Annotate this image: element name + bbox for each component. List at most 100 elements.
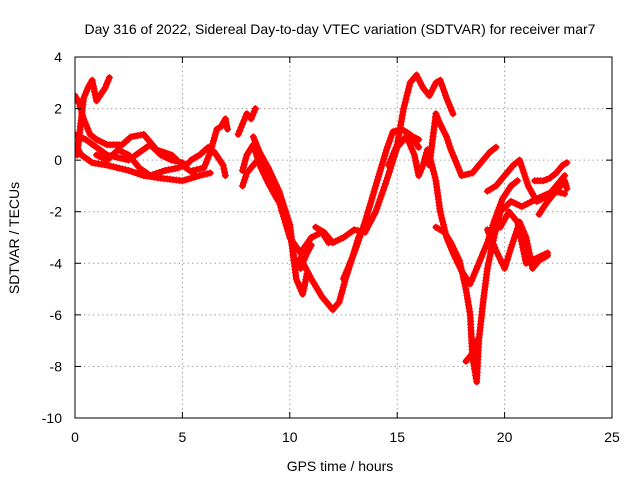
data-point-marker	[122, 166, 130, 174]
data-point-marker	[234, 130, 242, 138]
data-point-marker	[485, 229, 493, 237]
data-point-marker	[383, 177, 390, 185]
data-point-marker	[278, 206, 286, 214]
data-point-marker	[402, 95, 410, 103]
data-point-marker	[196, 165, 204, 173]
series-arc-25	[535, 177, 571, 218]
data-point-marker	[303, 266, 311, 274]
data-point-marker	[254, 145, 262, 153]
data-point-marker	[485, 255, 493, 263]
data-point-marker	[426, 154, 434, 162]
x-tick-label: 20	[497, 429, 513, 445]
data-point-marker	[403, 92, 411, 100]
data-point-marker	[114, 154, 122, 162]
y-tick-label: -4	[50, 255, 63, 271]
data-point-marker	[372, 182, 380, 190]
data-point-marker	[84, 124, 91, 132]
data-point-marker	[518, 163, 526, 171]
data-point-marker	[495, 214, 503, 222]
data-point-marker	[420, 158, 428, 166]
data-point-marker	[405, 82, 413, 90]
data-point-marker	[415, 172, 423, 180]
data-point-marker	[385, 168, 393, 176]
data-point-marker	[496, 255, 504, 263]
y-tick-label: -8	[50, 358, 63, 374]
data-point-marker	[118, 154, 125, 162]
data-point-marker	[249, 111, 257, 119]
data-point-marker	[448, 242, 456, 250]
data-point-marker	[442, 91, 449, 99]
data-point-marker	[375, 198, 383, 206]
data-point-marker	[373, 179, 381, 187]
data-point-marker	[189, 167, 197, 174]
data-point-marker	[275, 197, 283, 205]
data-point-marker	[378, 161, 386, 169]
data-point-marker	[374, 202, 382, 209]
data-point-marker	[350, 249, 358, 257]
data-point-marker	[444, 97, 452, 105]
data-point-marker	[382, 149, 390, 157]
data-point-marker	[458, 266, 466, 274]
data-point-marker	[376, 167, 384, 175]
data-point-marker	[519, 247, 527, 255]
data-point-marker	[436, 76, 444, 84]
data-point-marker	[85, 127, 93, 135]
data-point-marker	[367, 197, 375, 205]
data-point-marker	[461, 282, 469, 290]
data-point-marker	[112, 164, 120, 171]
data-point-marker	[130, 132, 138, 140]
data-point-marker	[418, 165, 425, 173]
data-point-marker	[447, 104, 454, 111]
data-point-marker	[391, 147, 399, 155]
data-point-marker	[454, 254, 462, 262]
series-arc-4	[75, 74, 113, 159]
data-point-marker	[277, 203, 285, 211]
data-point-marker	[355, 237, 362, 245]
y-tick-label: 4	[54, 49, 62, 65]
data-point-marker	[146, 172, 154, 180]
data-point-marker	[116, 164, 123, 172]
data-point-marker	[380, 183, 388, 191]
data-point-marker	[477, 253, 485, 261]
data-point-marker	[429, 167, 437, 175]
data-point-marker	[419, 161, 427, 169]
data-point-marker	[450, 245, 458, 253]
data-point-marker	[468, 350, 476, 357]
data-point-marker	[506, 247, 514, 255]
data-point-marker	[276, 200, 284, 208]
data-point-marker	[249, 133, 257, 141]
data-point-marker	[242, 172, 250, 180]
data-point-marker	[104, 77, 112, 85]
data-point-marker	[221, 168, 229, 176]
series-arc-5	[93, 146, 193, 180]
data-point-marker	[407, 142, 414, 150]
series-arc-7	[187, 143, 229, 180]
data-point-marker	[155, 169, 163, 176]
data-point-marker	[302, 252, 310, 260]
data-point-marker	[292, 275, 300, 283]
data-point-marker	[447, 239, 455, 247]
data-point-marker	[352, 243, 360, 251]
series-arc-8	[234, 105, 259, 138]
data-point-marker	[516, 231, 524, 239]
data-point-marker	[386, 158, 394, 166]
data-point-marker	[495, 252, 503, 260]
data-point-marker	[515, 224, 523, 232]
data-point-marker	[516, 156, 524, 164]
data-point-marker	[379, 186, 387, 194]
data-point-marker	[279, 209, 287, 217]
data-point-marker	[468, 277, 475, 285]
data-point-marker	[356, 234, 364, 241]
data-point-marker	[239, 120, 246, 128]
series-arc-14	[340, 125, 423, 283]
data-point-marker	[435, 117, 443, 125]
data-point-marker	[168, 165, 176, 173]
series-arc-16	[404, 136, 431, 180]
y-tick-label: -10	[42, 410, 62, 426]
data-point-marker	[493, 249, 501, 257]
data-point-marker	[369, 191, 377, 199]
data-point-marker	[385, 140, 393, 148]
data-point-marker	[250, 108, 258, 116]
data-point-marker	[360, 221, 368, 229]
data-point-marker	[300, 260, 308, 268]
